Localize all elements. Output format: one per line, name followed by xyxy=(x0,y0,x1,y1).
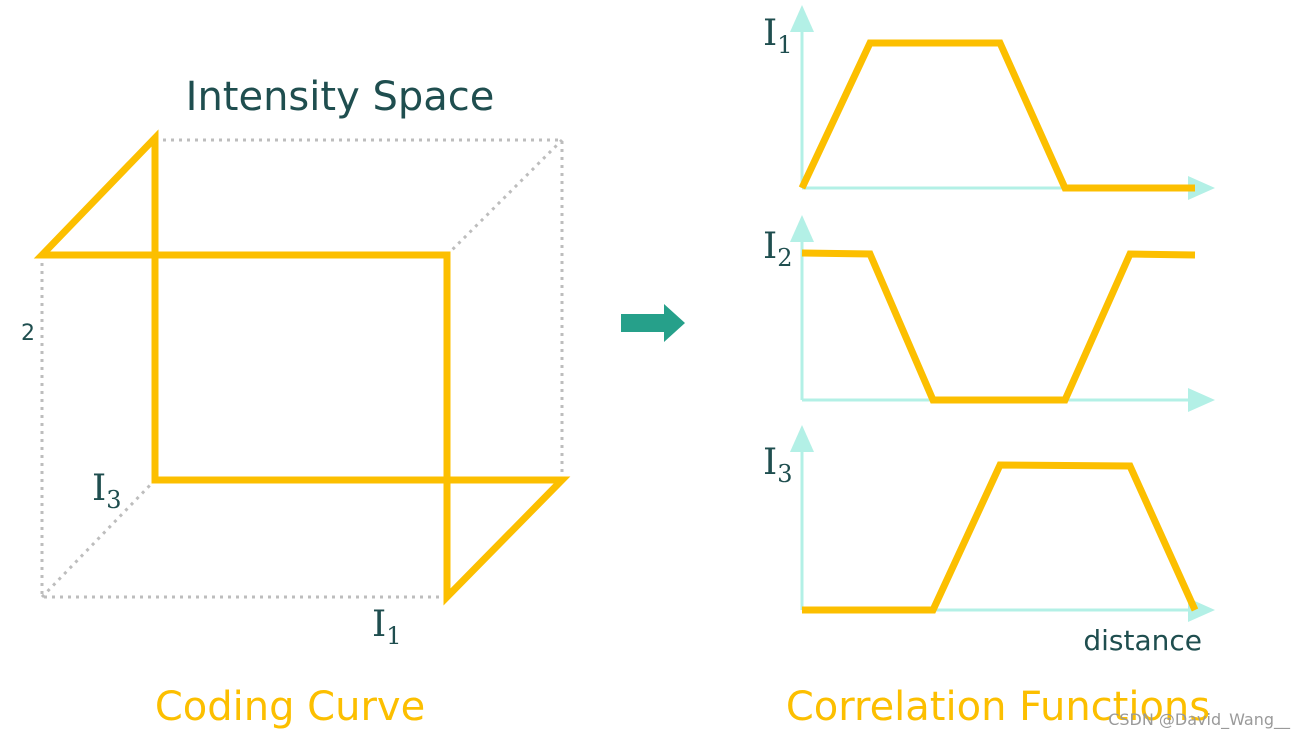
label-sub: 3 xyxy=(777,460,792,488)
curve xyxy=(802,461,1199,614)
coding-curve xyxy=(33,129,571,606)
label-base: I xyxy=(763,442,777,483)
axis-label: I1 xyxy=(372,604,402,650)
label-sub: 2 xyxy=(777,244,792,272)
x-axis-label: distance xyxy=(1083,624,1202,657)
plot: I2 xyxy=(763,215,1215,412)
plot: I1 xyxy=(763,5,1215,200)
arrow xyxy=(621,304,685,342)
curve xyxy=(801,249,1196,404)
label-base: I xyxy=(763,226,777,267)
cube xyxy=(33,129,571,606)
axis-label: 2 xyxy=(21,321,35,346)
label-base: I xyxy=(763,13,777,54)
cube-edges xyxy=(40,138,564,599)
watermark: CSDN @David_Wang__ xyxy=(1108,710,1291,730)
caption: Correlation Functions xyxy=(786,684,1210,730)
plot-label: I2 xyxy=(763,226,793,272)
label-sub: 1 xyxy=(386,622,401,650)
caption: Coding Curve xyxy=(155,684,425,730)
curve xyxy=(798,39,1195,192)
axis-label: I3 xyxy=(92,468,122,514)
plot-label: I3 xyxy=(763,442,793,488)
label-sub: 3 xyxy=(106,486,121,514)
plot: I3 xyxy=(763,425,1215,622)
label-base: I xyxy=(92,468,106,509)
title: Intensity Space xyxy=(186,74,495,120)
label-sub: 1 xyxy=(777,31,792,59)
plot-label: I1 xyxy=(763,13,793,59)
label-base: I xyxy=(372,604,386,645)
